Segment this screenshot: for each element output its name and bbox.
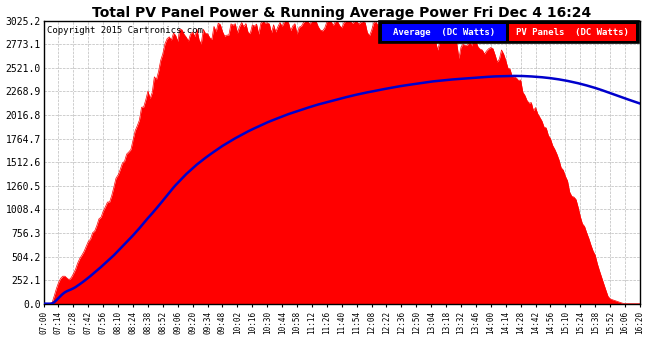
Text: Copyright 2015 Cartronics.com: Copyright 2015 Cartronics.com bbox=[47, 27, 202, 35]
Text: Average  (DC Watts): Average (DC Watts) bbox=[393, 28, 495, 36]
FancyBboxPatch shape bbox=[509, 23, 636, 40]
Text: PV Panels  (DC Watts): PV Panels (DC Watts) bbox=[516, 28, 629, 36]
FancyBboxPatch shape bbox=[382, 23, 506, 40]
FancyBboxPatch shape bbox=[379, 21, 639, 43]
Title: Total PV Panel Power & Running Average Power Fri Dec 4 16:24: Total PV Panel Power & Running Average P… bbox=[92, 5, 592, 20]
